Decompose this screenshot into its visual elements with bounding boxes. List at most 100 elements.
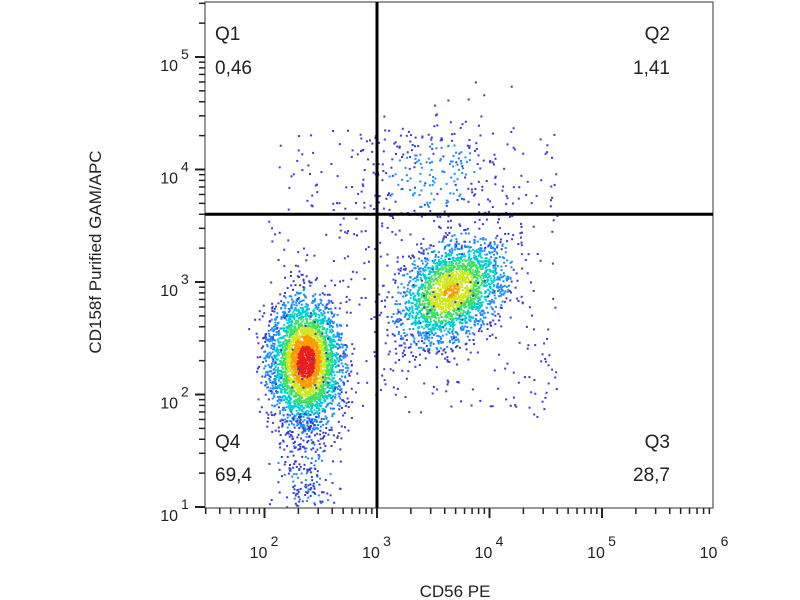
event-dot [336,342,339,345]
event-dot [417,279,419,281]
event-dot [294,344,296,347]
event-dot [300,364,303,366]
event-dot [302,361,304,364]
event-dot [480,295,483,298]
event-dot [300,322,303,325]
event-dot [298,292,301,295]
event-dot [475,308,477,311]
event-dot [511,215,514,217]
event-dot [319,383,322,386]
event-dot [455,282,458,285]
event-dot [341,406,343,409]
event-dot [483,264,486,266]
event-dot [464,265,467,268]
event-dot [303,356,306,359]
event-dot [418,301,421,304]
event-dot [539,259,542,262]
event-dot [406,290,409,293]
event-dot [414,322,417,325]
event-dot [421,262,424,265]
event-dot [296,394,299,396]
event-dot [325,370,328,373]
event-dot [330,402,333,405]
event-dot [342,355,345,358]
event-dot [328,429,331,431]
event-dot [487,279,490,282]
event-dot [287,317,290,320]
event-dot [403,349,405,352]
event-dot [314,382,317,385]
event-dot [413,260,416,263]
event-dot [451,349,454,352]
event-dot [391,333,394,336]
event-dot [504,290,507,293]
event-dot [438,350,441,353]
event-dot [436,324,438,327]
event-dot [468,294,471,297]
event-dot [431,307,434,310]
event-dot [439,336,442,339]
event-dot [305,385,308,388]
event-dot [322,431,325,434]
event-dot [499,315,501,318]
event-dot [306,305,309,308]
event-dot [409,280,412,283]
event-dot [402,309,405,312]
event-dot [313,318,316,321]
event-dot [319,400,322,403]
event-dot [274,386,277,389]
event-dot [271,348,274,351]
event-dot [332,364,335,367]
event-dot [295,341,298,344]
event-dot [421,283,424,286]
event-dot [298,311,301,314]
event-dot [494,261,497,264]
event-dot [316,319,319,322]
event-dot [473,333,476,336]
event-dot [296,331,299,334]
event-dot [315,376,318,379]
event-dot [421,302,424,305]
event-dot [429,344,432,347]
event-dot [433,311,436,314]
event-dot [322,350,325,352]
event-dot [456,333,459,336]
event-dot [430,292,433,295]
event-dot [301,334,304,336]
event-dot [330,310,333,313]
event-dot [264,357,267,360]
event-dot [311,407,314,409]
event-dot [456,331,458,334]
event-dot [413,277,416,280]
event-dot [481,320,484,323]
event-dot [309,371,312,374]
event-dot [446,273,449,276]
event-dot [489,283,492,286]
event-dot [310,368,313,371]
event-dot [322,327,325,330]
event-dot [297,384,300,387]
event-dot [470,288,473,291]
event-dot [329,341,332,344]
event-dot [402,328,405,331]
event-dot [276,387,278,390]
event-dot [461,296,464,299]
event-dot [476,268,479,271]
event-dot [340,369,342,372]
event-dot [307,429,310,432]
event-dot [475,255,477,258]
event-dot [424,277,427,280]
event-dot [434,325,437,328]
event-dot [327,336,330,339]
event-dot [454,259,457,262]
event-dot [309,341,312,344]
event-dot [329,337,332,340]
event-dot [272,360,274,363]
event-dot [510,260,513,263]
event-dot [327,354,330,356]
event-dot [467,273,470,276]
event-dot [291,431,294,433]
event-dot [267,398,270,401]
event-dot [309,331,312,334]
event-dot [306,326,309,329]
